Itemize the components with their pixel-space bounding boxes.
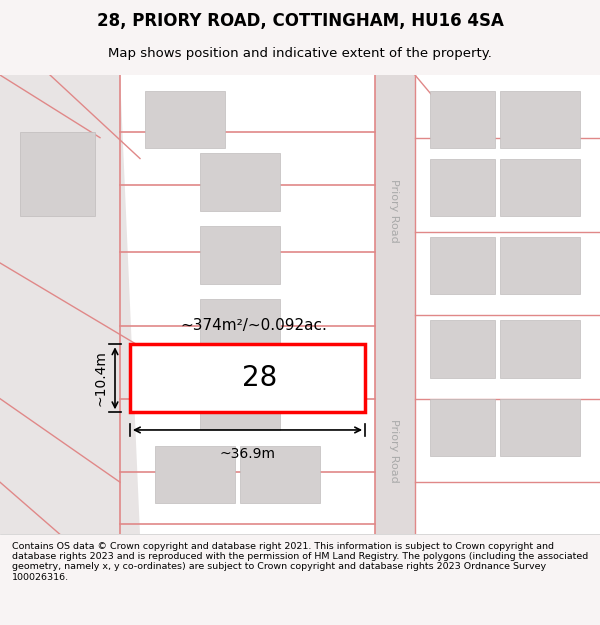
Bar (430, 159, 495, 216)
Bar (200, 372, 280, 430)
Bar (500, 321, 580, 378)
Bar (200, 153, 280, 211)
Text: 28, PRIORY ROAD, COTTINGHAM, HU16 4SA: 28, PRIORY ROAD, COTTINGHAM, HU16 4SA (97, 12, 503, 30)
Bar (500, 237, 580, 294)
Bar (430, 399, 495, 456)
Bar (250, 352, 310, 403)
Text: 28: 28 (242, 364, 277, 392)
Text: Priory Road: Priory Road (389, 179, 399, 242)
Bar (500, 91, 580, 148)
Bar (430, 237, 495, 294)
Bar (500, 399, 580, 456)
Bar (200, 299, 280, 357)
Polygon shape (0, 75, 140, 534)
Bar (500, 159, 580, 216)
Bar (155, 446, 235, 503)
Text: Map shows position and indicative extent of the property.: Map shows position and indicative extent… (108, 48, 492, 61)
Bar (130, 344, 365, 412)
Bar (430, 91, 495, 148)
Text: Priory Road: Priory Road (389, 419, 399, 482)
Text: ~374m²/~0.092ac.: ~374m²/~0.092ac. (180, 318, 327, 333)
Text: ~36.9m: ~36.9m (220, 447, 275, 461)
Bar (375, 75, 415, 534)
Bar (145, 91, 225, 148)
Bar (430, 321, 495, 378)
Bar (200, 226, 280, 284)
Bar (20, 132, 95, 216)
Bar (240, 446, 320, 503)
Text: ~10.4m: ~10.4m (93, 351, 107, 406)
Text: Contains OS data © Crown copyright and database right 2021. This information is : Contains OS data © Crown copyright and d… (12, 542, 588, 582)
